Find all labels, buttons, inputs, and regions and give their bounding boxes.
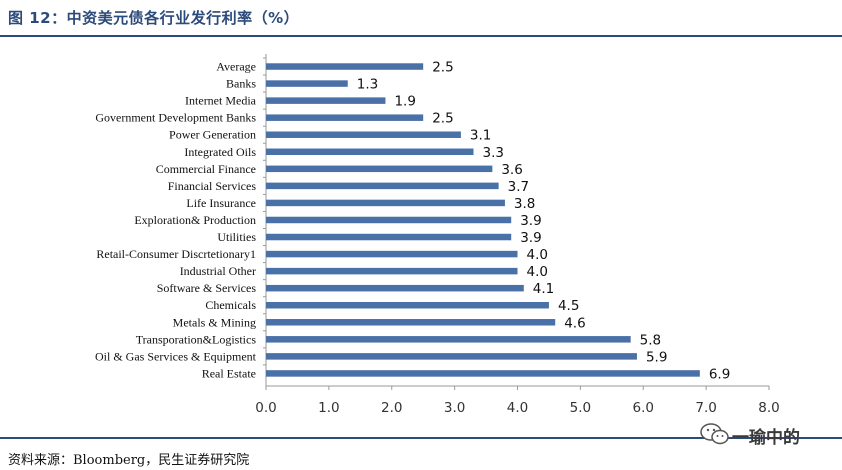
category-label: Government Development Banks [95, 111, 256, 125]
bar [266, 97, 386, 104]
value-label: 3.9 [520, 213, 541, 229]
bar [266, 80, 348, 87]
source-note: 资料来源：Bloomberg，民生证券研究院 [8, 453, 250, 468]
value-label: 4.0 [527, 264, 548, 280]
category-label: Oil & Gas Services & Equipment [95, 349, 257, 363]
category-label: Power Generation [169, 128, 256, 142]
category-label: Commercial Finance [156, 162, 256, 176]
value-label: 4.1 [533, 281, 554, 297]
value-label: 1.9 [394, 94, 415, 110]
bar [266, 370, 700, 377]
category-label: Real Estate [202, 366, 256, 380]
value-label: 4.0 [527, 247, 548, 263]
x-tick-label: 8.0 [758, 400, 779, 416]
watermark: 一瑜中的 [700, 418, 830, 452]
category-label: Integrated Oils [184, 145, 256, 159]
category-label: Banks [226, 77, 256, 91]
bar [266, 233, 512, 241]
bar [266, 131, 461, 138]
footer-divider [0, 437, 842, 439]
title-bar: 图 12：中资美元债各行业发行利率（%） [0, 0, 842, 37]
bar [266, 182, 499, 190]
value-label: 4.6 [564, 315, 585, 331]
bar [266, 301, 549, 309]
bar [266, 199, 505, 207]
x-tick-label: 3.0 [444, 400, 465, 416]
value-label: 2.5 [432, 111, 453, 127]
title-divider [0, 35, 842, 37]
category-label: Financial Services [168, 179, 257, 193]
category-label: Metals & Mining [173, 315, 256, 329]
value-label: 3.7 [508, 179, 529, 195]
category-label: Software & Services [157, 281, 257, 295]
bar [266, 114, 424, 121]
bar [266, 165, 493, 173]
bar [266, 353, 637, 360]
value-label: 4.5 [558, 298, 579, 314]
category-label: Industrial Other [180, 264, 256, 278]
x-tick-label: 1.0 [318, 400, 339, 416]
category-label: Internet Media [185, 94, 257, 108]
bar [266, 250, 518, 258]
value-label: 3.9 [520, 230, 541, 246]
value-label: 5.8 [640, 332, 661, 348]
category-label: Utilities [217, 230, 256, 244]
x-tick-label: 4.0 [507, 400, 528, 416]
bar [266, 216, 512, 224]
value-label: 2.5 [432, 60, 453, 76]
bar [266, 336, 631, 343]
value-label: 3.6 [501, 162, 522, 178]
bar [266, 319, 556, 326]
watermark-text: 一瑜中的 [732, 428, 800, 448]
value-label: 6.9 [709, 366, 730, 382]
value-label: 3.3 [482, 145, 503, 161]
category-label: Exploration& Production [134, 213, 256, 227]
bar-chart: Average 2.5 Banks 1.3 Internet Media 1.9 Gover… [95, 54, 780, 416]
wechat-icon [700, 423, 729, 445]
x-tick-label: 5.0 [570, 400, 591, 416]
category-label: Transporation&Logistics [136, 332, 257, 346]
x-tick-label: 2.0 [381, 400, 402, 416]
x-tick-label: 7.0 [695, 400, 716, 416]
category-label: Life Insurance [186, 196, 256, 210]
bar [266, 284, 524, 292]
category-label: Average [216, 60, 256, 74]
category-label: Retail-Consumer Discrtetionary1 [96, 247, 256, 261]
bar [266, 267, 518, 275]
x-tick-label: 6.0 [633, 400, 654, 416]
value-label: 3.8 [514, 196, 535, 212]
bar [266, 148, 474, 156]
value-label: 3.1 [470, 128, 491, 144]
category-label: Chemicals [205, 298, 256, 312]
bar [266, 63, 424, 70]
value-label: 5.9 [646, 349, 667, 365]
figure-title: 图 12：中资美元债各行业发行利率（%） [8, 9, 300, 27]
x-tick-label: 0.0 [255, 400, 276, 416]
value-label: 1.3 [357, 77, 378, 93]
